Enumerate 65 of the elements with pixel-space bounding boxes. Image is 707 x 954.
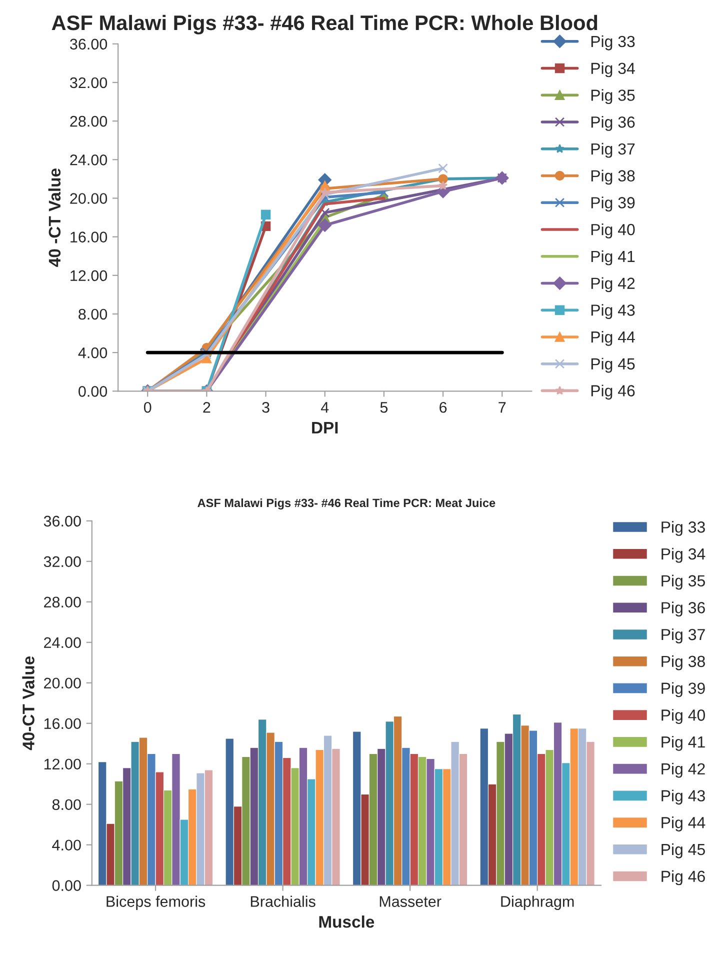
legend-label: Pig 41 — [591, 250, 635, 266]
legend-label: Pig 39 — [591, 196, 635, 212]
legend-label: Pig 40 — [591, 224, 635, 238]
x-axis-title: DPI — [312, 422, 338, 434]
chart-title: ASF Malawi Pigs #33- #46 Real Time PCR: Whole Blood — [52, 14, 598, 34]
legend-label: Pig 34 — [662, 548, 706, 563]
x-tick-label: 3 — [262, 402, 270, 413]
y-tick-label: 32.00 — [44, 556, 81, 568]
y-axis-title: 40-CT Value — [22, 656, 34, 750]
legend-label: Pig 35 — [591, 89, 635, 104]
y-tick-label: 24.00 — [44, 637, 81, 648]
legend-label: Pig 42 — [591, 277, 635, 292]
legend-label: Pig 43 — [662, 790, 705, 805]
x-tick-label: 7 — [498, 402, 506, 413]
y-tick-label: 8.00 — [52, 799, 81, 810]
y-tick-label: 4.00 — [78, 347, 108, 358]
legend-label: Pig 36 — [591, 116, 635, 131]
y-tick-label: 8.00 — [78, 308, 108, 320]
y-axis-title: 40 -CT Value — [48, 168, 61, 267]
legend-label: Pig 41 — [662, 736, 705, 751]
legend-label: Pig 36 — [662, 602, 705, 617]
chart-title: ASF Malawi Pigs #33- #46 Real Time PCR: Meat Juice — [198, 498, 496, 510]
legend-label: Pig 37 — [662, 628, 705, 644]
x-tick-label: 5 — [380, 402, 388, 413]
legend-label: Pig 38 — [662, 655, 705, 670]
y-tick-label: 16.00 — [70, 232, 108, 242]
y-tick-label: 36.00 — [44, 516, 81, 527]
x-tick-label: 4 — [320, 402, 329, 413]
x-tick-label: 0 — [144, 402, 152, 413]
legend-label: Pig 45 — [662, 843, 705, 858]
y-tick-label: 20.00 — [44, 678, 81, 689]
y-tick-label: 4.00 — [52, 840, 81, 851]
legend-label: Pig 44 — [591, 330, 635, 346]
x-tick-label: 2 — [203, 402, 210, 413]
y-tick-label: 32.00 — [70, 77, 108, 88]
x-tick-label: Diaphragm — [501, 896, 574, 910]
legend-label: Pig 37 — [591, 142, 635, 158]
legend-label: Pig 33 — [662, 521, 705, 536]
y-tick-label: 12.00 — [70, 270, 108, 282]
legend-label: Pig 43 — [591, 304, 635, 319]
x-tick-label: Biceps femoris — [106, 896, 206, 910]
y-tick-label: 12.00 — [44, 758, 81, 770]
y-tick-label: 16.00 — [44, 718, 81, 730]
y-tick-label: 28.00 — [44, 596, 81, 608]
legend-label: Pig 42 — [662, 762, 705, 778]
legend-label: Pig 45 — [591, 358, 635, 373]
legend-label: Pig 33 — [591, 35, 635, 50]
x-tick-label: Brachialis — [250, 896, 316, 907]
y-tick-label: 24.00 — [70, 154, 108, 166]
legend-label: Pig 44 — [662, 816, 706, 832]
x-tick-label: 6 — [440, 402, 447, 413]
y-tick-label: 0.00 — [78, 386, 108, 397]
y-tick-label: 28.00 — [70, 116, 108, 127]
legend-label: Pig 38 — [591, 170, 635, 185]
legend-label: Pig 40 — [662, 709, 706, 724]
x-axis-title: Muscle — [319, 916, 374, 928]
x-tick-label: Masseter — [380, 896, 442, 907]
legend-label: Pig 39 — [662, 682, 705, 698]
legend-label: Pig 46 — [662, 870, 705, 886]
legend-label: Pig 34 — [591, 62, 635, 78]
legend-label: Pig 46 — [591, 384, 635, 400]
y-tick-label: 36.00 — [70, 38, 108, 50]
y-tick-label: 20.00 — [70, 193, 108, 204]
legend-label: Pig 35 — [662, 574, 705, 590]
y-tick-label: 0.00 — [52, 880, 81, 891]
